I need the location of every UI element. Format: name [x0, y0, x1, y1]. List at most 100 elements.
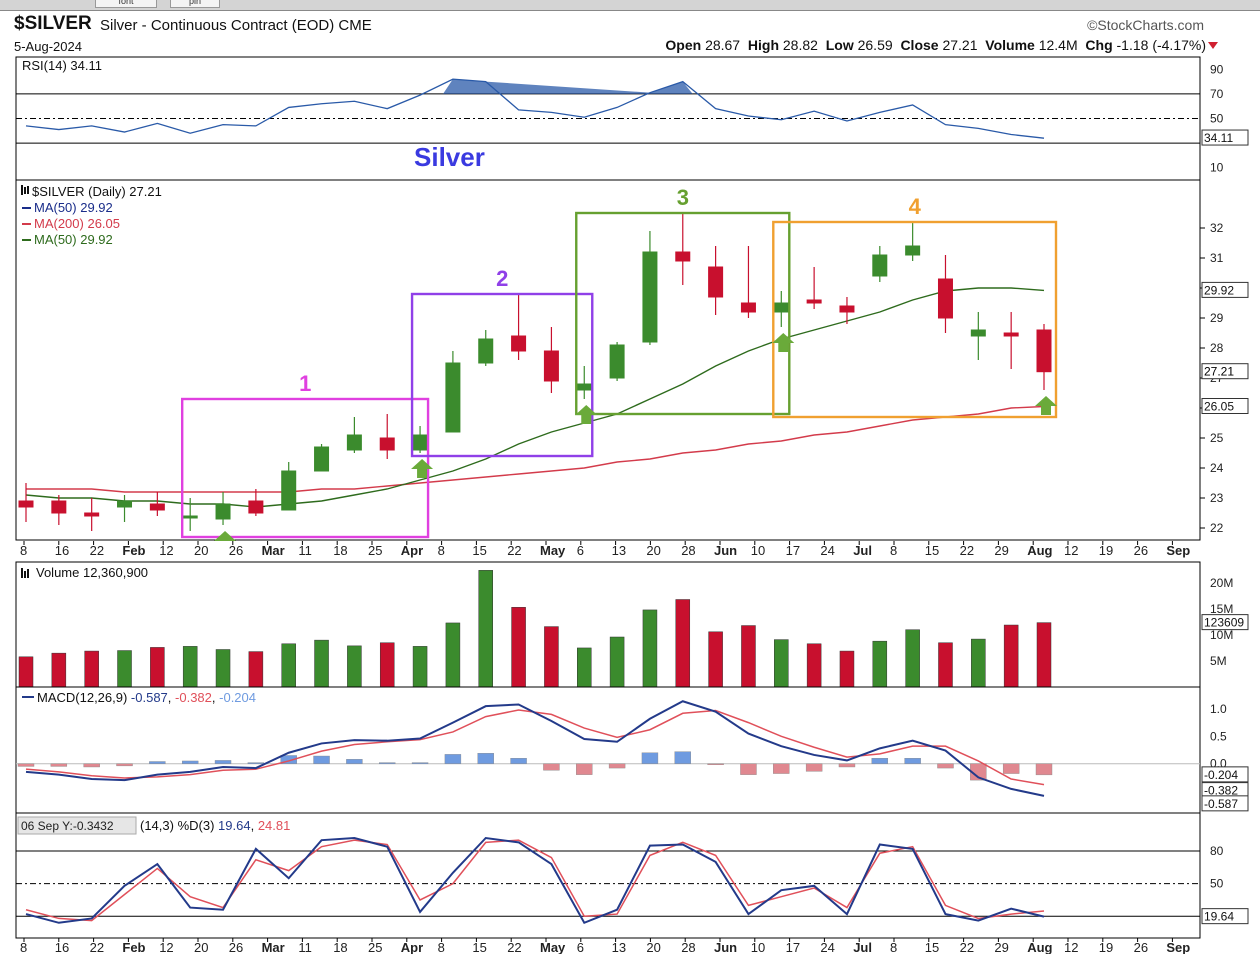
support-arrow-icon: [1035, 396, 1057, 415]
candle-body: [84, 512, 100, 517]
price-xtick-26: 26: [229, 543, 243, 558]
candle-body: [511, 335, 527, 352]
macd-histogram-bar: [477, 753, 494, 764]
macd-hist-tag: -0.204: [1204, 768, 1238, 782]
toolbar-tab-pin[interactable]: pin: [170, 0, 220, 8]
price-xtick-Apr: Apr: [401, 543, 423, 558]
wave-label-3: 3: [677, 185, 689, 210]
macd-histogram-bar: [543, 763, 560, 771]
ma200-price-tag: 26.05: [1204, 400, 1234, 414]
wave-label-2: 2: [496, 266, 508, 291]
price-xtick-Sep: Sep: [1166, 543, 1190, 558]
macd-histogram-bar: [707, 763, 724, 765]
low-value: 26.59: [857, 37, 893, 53]
candle-body: [872, 254, 888, 277]
stoch-xtick-6: 6: [577, 940, 584, 954]
stockcharts-brand[interactable]: ©StockCharts.com: [1087, 17, 1204, 33]
price-xtick-15: 15: [472, 543, 486, 558]
stoch-xtick-May: May: [540, 940, 566, 954]
support-arrow-icon: [214, 531, 237, 550]
chart-date: 5-Aug-2024: [14, 39, 82, 54]
low-label: Low: [825, 37, 854, 53]
price-ytick-22: 22: [1210, 521, 1224, 535]
wave-box-4: [772, 220, 1058, 419]
volume-bar: [248, 651, 264, 688]
price-xtick-24: 24: [820, 543, 834, 558]
candle-body: [905, 245, 921, 256]
stoch-xtick-Sep: Sep: [1166, 940, 1190, 954]
candle-body: [543, 350, 559, 382]
volume-bar: [806, 643, 822, 688]
price-ytick-23: 23: [1210, 491, 1224, 505]
price-ytick-24: 24: [1210, 461, 1224, 475]
volume-bar: [839, 650, 855, 688]
macd-histogram-bar: [740, 763, 757, 775]
volume-panel: [15, 561, 1201, 688]
price-xtick-Feb: Feb: [122, 543, 145, 558]
macd-histogram-bar: [674, 751, 691, 764]
volume-bar: [905, 629, 920, 688]
stoch-xtick-16: 16: [55, 940, 69, 954]
macd-histogram-bar: [871, 758, 889, 764]
macd-legend: MACD(12,26,9) -0.587, -0.382, -0.204: [37, 690, 256, 705]
stoch-xtick-15: 15: [925, 940, 939, 954]
wave-label-1: 1: [299, 371, 311, 396]
price-xtick-10: 10: [751, 543, 765, 558]
macd-histogram-bar: [83, 763, 100, 768]
macd-histogram-bar: [1035, 763, 1053, 776]
volume-ytick-5M: 5M: [1210, 654, 1227, 668]
close-price-tag-box: [1201, 363, 1249, 380]
price-xtick-Aug: Aug: [1027, 543, 1052, 558]
macd-histogram-bar: [313, 755, 330, 764]
macd-histogram-bar: [214, 760, 232, 764]
instrument-name: Silver - Continuous Contract (EOD) CME: [100, 17, 372, 34]
rsi-line: [25, 78, 1045, 139]
stoch-xtick-Apr: Apr: [401, 940, 423, 954]
macd-histogram-bar: [280, 755, 297, 764]
candle-legend-icon: [21, 185, 29, 195]
candle-body: [708, 266, 724, 298]
chg-label: Chg: [1085, 37, 1113, 53]
macd-histogram-bar: [181, 760, 199, 764]
macd-ytick-0.5: 0.5: [1210, 729, 1227, 743]
wave-label-4: 4: [909, 194, 922, 219]
macd-line: [25, 700, 1045, 797]
candle-body: [806, 299, 822, 304]
macd-histogram-bar: [149, 761, 166, 764]
price-xtick-17: 17: [786, 543, 800, 558]
price-xtick-6: 6: [577, 543, 584, 558]
price-xtick-Jun: Jun: [714, 543, 737, 558]
stochastic-legend: (14,3) %D(3) 19.64, 24.81: [140, 818, 290, 833]
stoch-xtick-26: 26: [229, 940, 243, 954]
macd-last-tag: -0.587: [1204, 797, 1238, 811]
macd-histogram-bar: [510, 758, 527, 764]
candle-body: [314, 446, 330, 472]
price-ytick-31: 31: [1210, 251, 1224, 265]
chart-header: $SILVER Silver - Continuous Contract (EO…: [0, 11, 1260, 55]
volume-bar: [708, 631, 723, 688]
price-ytick-32: 32: [1210, 221, 1224, 235]
price-xtick-Jul: Jul: [853, 543, 872, 558]
rsi-last-value-tag: 34.11: [1204, 131, 1233, 145]
macd-histogram-bar: [50, 763, 68, 767]
price-ytick-25: 25: [1210, 431, 1224, 445]
macd-histogram-bar: [838, 763, 856, 768]
toolbar-tab-font[interactable]: font: [95, 0, 157, 8]
stoch-xtick-17: 17: [786, 940, 800, 954]
candle-body: [346, 434, 362, 451]
volume-bar: [51, 652, 67, 688]
rsi-legend: RSI(14) 34.11: [22, 58, 102, 73]
volume-ytick-15M: 15M: [1210, 602, 1233, 616]
price-panel: [15, 179, 1201, 541]
ma50-price-tag: 29.92: [1204, 283, 1234, 297]
macd-last-tag-box: [1201, 795, 1249, 812]
price-xtick-22: 22: [960, 543, 974, 558]
volume-value: 12.4M: [1038, 37, 1078, 53]
candle-body: [576, 383, 592, 391]
volume-bar: [412, 646, 428, 688]
price-xtick-Mar: Mar: [262, 543, 285, 558]
volume-bar: [1003, 624, 1019, 688]
stoch-ytick-50: 50: [1210, 877, 1224, 891]
ma50-line: [25, 287, 1045, 508]
